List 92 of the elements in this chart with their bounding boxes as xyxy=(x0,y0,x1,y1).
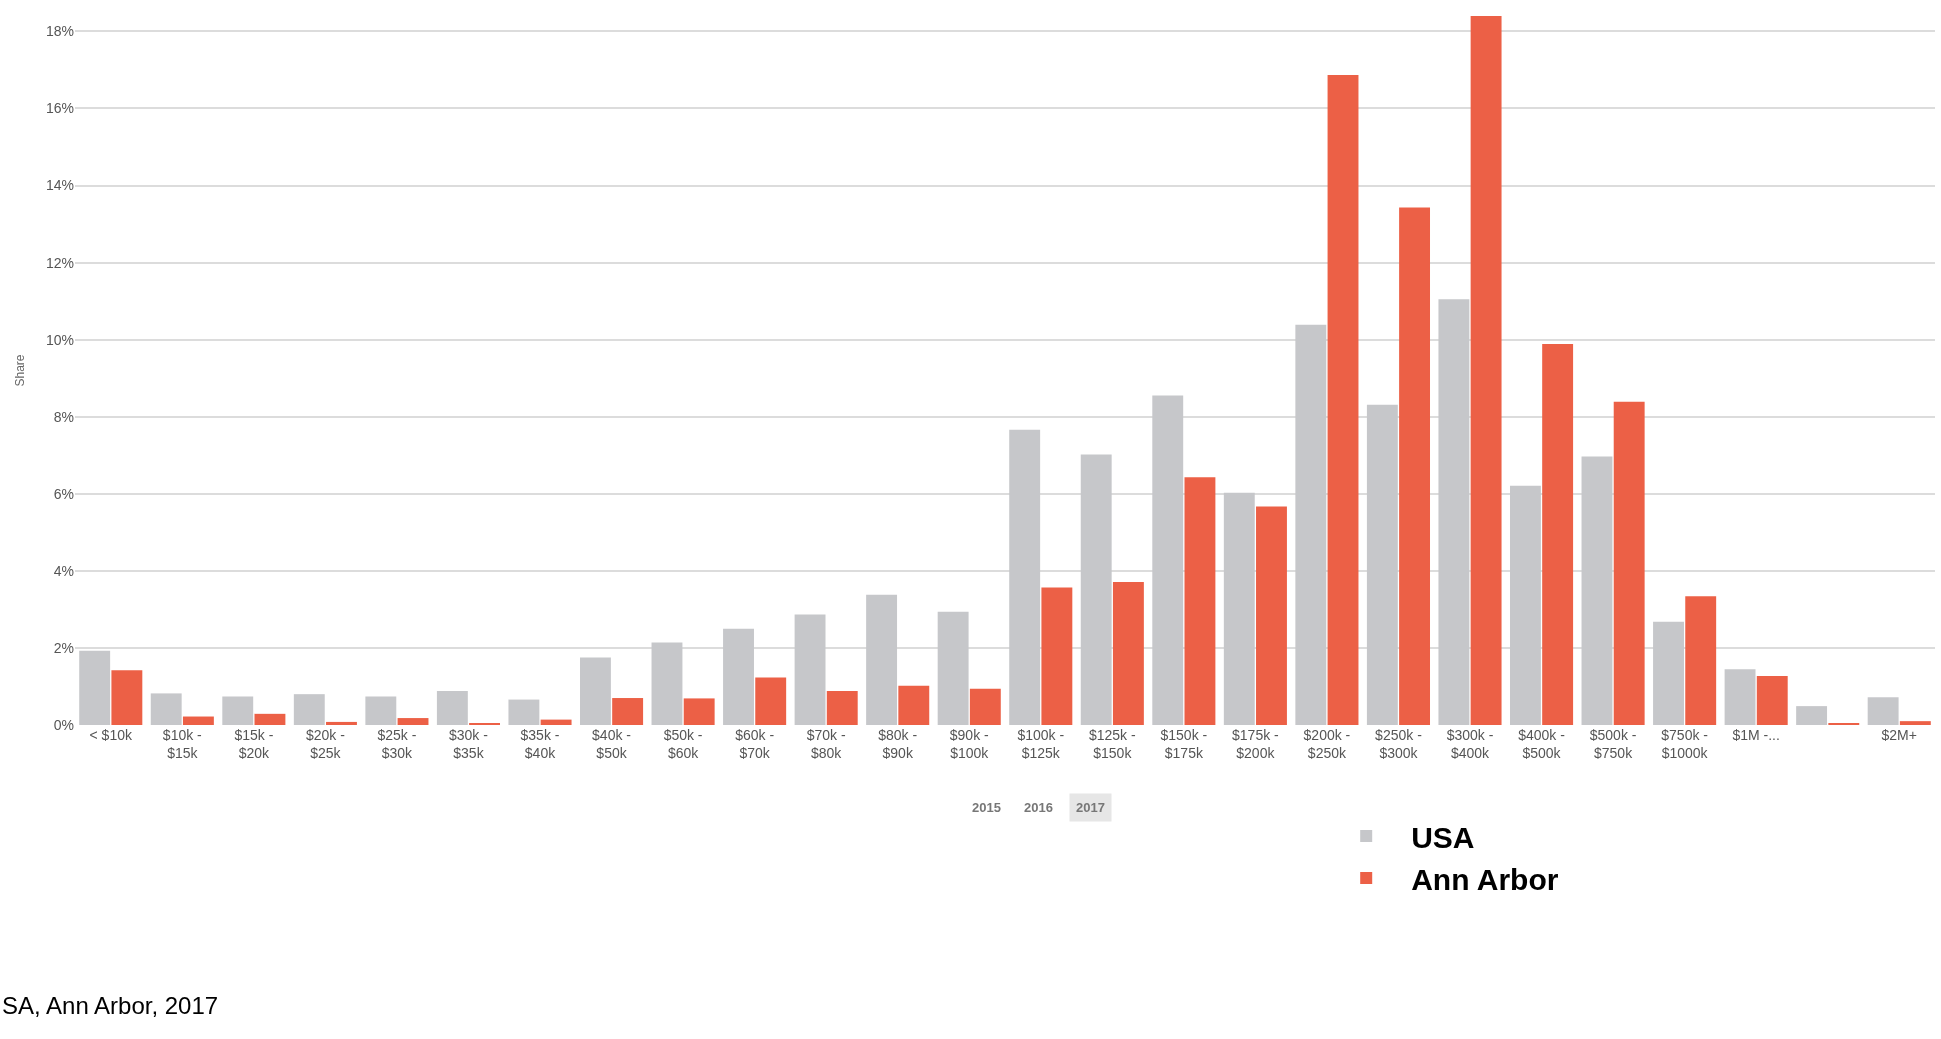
legend-label: USA xyxy=(1411,820,1475,854)
y-tick-label: 16% xyxy=(45,100,74,117)
bar xyxy=(579,657,611,725)
bar xyxy=(1112,582,1144,725)
y-tick-label: 4% xyxy=(53,562,74,579)
bar xyxy=(1613,401,1645,725)
bar xyxy=(1899,721,1931,725)
x-tick-label: $80k - $90k xyxy=(878,727,918,762)
bar xyxy=(755,677,787,725)
text: 2015 xyxy=(972,800,1001,815)
y-tick-label: 10% xyxy=(45,331,74,348)
x-tick-label: $200k - $250k xyxy=(1303,727,1351,762)
bar xyxy=(826,691,858,725)
bar xyxy=(222,696,254,725)
bar xyxy=(1653,621,1684,725)
bar xyxy=(508,699,540,725)
text: SA, Ann Arbor, 2017 xyxy=(2,992,219,1019)
x-tick-label: $90k - $100k xyxy=(949,727,990,762)
x-tick-label: $125k - $150k xyxy=(1088,727,1136,762)
x-tick-label: $175k - $200k xyxy=(1232,727,1280,762)
bar xyxy=(1438,299,1470,725)
bar xyxy=(1470,16,1502,725)
bar xyxy=(1184,477,1216,725)
x-tick-label: < $10k xyxy=(89,727,133,743)
x-tick-label: $25k - $30k xyxy=(377,727,417,762)
x-tick-label: $50k - $60k xyxy=(663,727,703,762)
legend-label: Ann Arbor xyxy=(1411,862,1559,896)
bar xyxy=(1724,669,1756,725)
y-tick-label: 18% xyxy=(45,23,74,40)
bar xyxy=(1542,343,1574,725)
bar xyxy=(365,696,397,725)
bar xyxy=(182,716,214,725)
text: 2016 xyxy=(1024,800,1053,815)
bar xyxy=(79,650,111,725)
bar xyxy=(1041,587,1073,725)
bar xyxy=(612,698,644,725)
bar xyxy=(1223,492,1255,725)
bar xyxy=(1009,429,1041,725)
x-tick-label: $300k - $400k xyxy=(1446,727,1494,762)
text: 2017 xyxy=(1076,800,1105,815)
x-tick-label: $30k - $35k xyxy=(449,727,489,762)
bar xyxy=(1256,506,1287,725)
y-tick-label: 2% xyxy=(53,639,74,656)
bar xyxy=(1080,454,1112,725)
y-tick-label: 6% xyxy=(53,485,74,502)
bar xyxy=(397,718,429,725)
bar xyxy=(898,685,930,725)
x-tick-label: $70k - $80k xyxy=(806,727,846,762)
x-tick-label: $250k - $300k xyxy=(1375,727,1423,762)
bar xyxy=(326,721,357,725)
y-tick-label: 14% xyxy=(45,177,74,194)
x-tick-label: $40k - $50k xyxy=(592,727,632,762)
bar xyxy=(969,688,1001,725)
x-tick-label: $1M -... xyxy=(1732,727,1780,743)
x-tick-label: $500k - $750k xyxy=(1589,727,1637,762)
bar xyxy=(866,594,898,725)
y-tick-label: 8% xyxy=(53,408,74,425)
y-tick-label: 12% xyxy=(45,254,74,271)
bar xyxy=(1295,324,1327,725)
bar xyxy=(254,713,286,725)
bar xyxy=(794,614,826,725)
bar xyxy=(1152,395,1184,725)
x-tick-label: $100k - $125k xyxy=(1017,727,1065,762)
y-tick-label: 0% xyxy=(53,716,74,733)
bar xyxy=(1685,596,1717,725)
bar xyxy=(1509,485,1541,725)
x-tick-label: $150k - $175k xyxy=(1160,727,1208,762)
bar xyxy=(651,642,683,725)
bar xyxy=(1867,697,1899,725)
x-tick-label: $20k - $25k xyxy=(305,727,346,762)
bar xyxy=(293,694,325,725)
bar xyxy=(1796,706,1828,725)
bar xyxy=(1327,74,1359,725)
bar xyxy=(1399,207,1431,725)
bar xyxy=(723,628,754,725)
bar xyxy=(150,693,182,725)
bar xyxy=(937,611,969,725)
bar xyxy=(1756,676,1788,725)
x-tick-label: $35k - $40k xyxy=(520,727,560,762)
x-tick-label: $60k - $70k xyxy=(735,727,775,762)
bar xyxy=(1581,456,1613,725)
x-tick-label: $750k - $1000k xyxy=(1661,727,1709,762)
y-axis-title: Share xyxy=(13,354,28,387)
x-tick-label: $15k - $20k xyxy=(234,727,274,762)
bar xyxy=(436,691,468,725)
bar xyxy=(1366,404,1398,725)
x-tick-label: $2M+ xyxy=(1881,727,1917,743)
bar xyxy=(683,698,715,725)
x-tick-label: $10k - $15k xyxy=(162,727,203,762)
bar xyxy=(111,670,143,725)
bar xyxy=(540,719,572,725)
x-tick-label: $400k - $500k xyxy=(1518,727,1566,762)
